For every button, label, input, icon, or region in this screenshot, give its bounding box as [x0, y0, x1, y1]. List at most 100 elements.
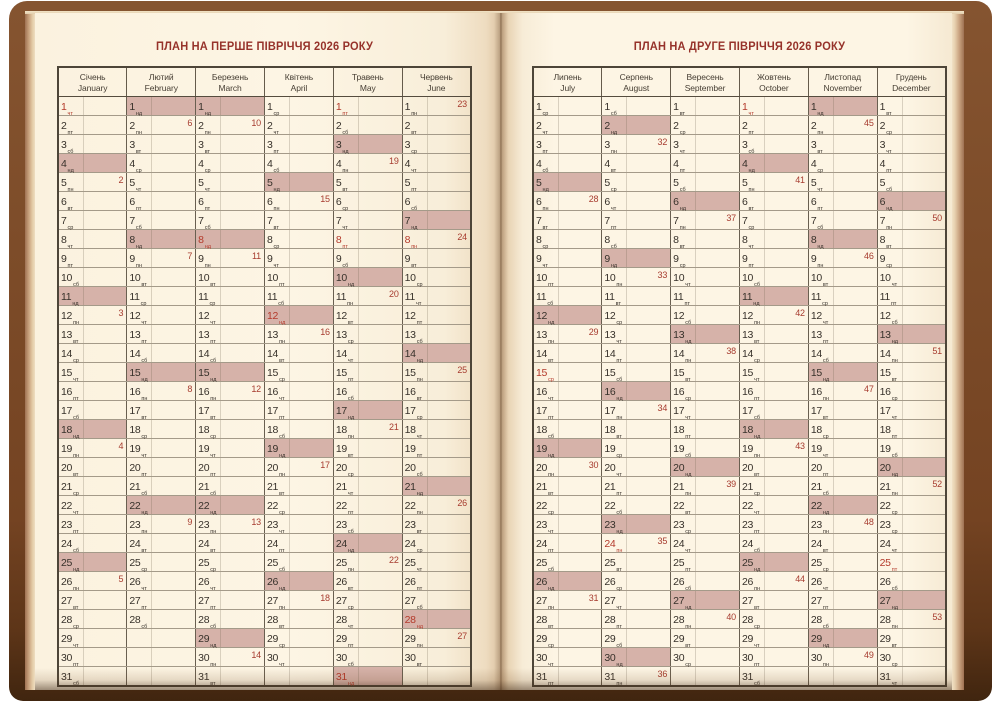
day-number: 11: [536, 291, 547, 303]
day-cell: 30чт: [532, 647, 603, 668]
day-cell: 2вт: [401, 115, 472, 136]
day-cell: 28сб: [195, 609, 265, 630]
day-cell: 26нд: [532, 571, 603, 592]
day-number: 25: [536, 557, 548, 569]
day-cell: 21сб: [195, 476, 265, 497]
day-cell: 11вт: [601, 286, 672, 307]
weekday-abbr: нд: [754, 566, 761, 573]
weekday-abbr: сб: [141, 490, 148, 497]
weekday-abbr: вт: [817, 148, 823, 155]
weekday-abbr: пн: [748, 186, 755, 193]
day-number: 7: [673, 215, 679, 227]
week-number: 31: [588, 593, 599, 603]
day-number: 5: [404, 177, 411, 189]
month-header-december: Грудень December: [876, 66, 947, 97]
weekday-abbr: сб: [548, 433, 554, 440]
day-cell: 14пн 38: [670, 343, 740, 364]
empty-day-cell: [126, 647, 197, 667]
day-number: 29: [879, 633, 891, 645]
weekday-abbr: чт: [748, 110, 754, 117]
calendar-row: 24сб 24вт 24вт 24пт 24нд 24ср: [57, 533, 472, 554]
calendar-row: 4нд 4ср 4ср 4сб 4пн 19 4чт: [57, 153, 472, 174]
day-cell: 11нд: [738, 286, 809, 307]
day-cell: 3вт: [195, 134, 265, 155]
day-number: 23: [604, 519, 616, 531]
weekday-abbr: чт: [817, 186, 823, 193]
day-cell: 5пн 41: [738, 172, 809, 193]
day-cell: 16вт: [401, 381, 472, 402]
weekday-abbr: сб: [141, 357, 148, 364]
day-number: 23: [404, 519, 416, 531]
day-cell: 22пн 26: [401, 495, 472, 516]
weekday-abbr: нд: [891, 338, 898, 345]
day-cell: 25нд: [738, 552, 809, 573]
day-number: 28: [879, 614, 891, 626]
day-number: 14: [810, 348, 822, 360]
day-cell: 19чт: [195, 438, 265, 459]
weekday-abbr: сб: [610, 243, 617, 250]
weekday-abbr: вт: [210, 547, 216, 554]
day-number: 12: [879, 310, 891, 322]
day-number: 29: [266, 633, 279, 645]
calendar-row: 8чт 8нд 8нд 8ср 8пт 8пн 24: [57, 229, 472, 250]
day-number: 3: [673, 139, 679, 151]
day-cell: 9пт: [738, 248, 809, 269]
day-number: 17: [404, 405, 416, 417]
day-number: 15: [810, 367, 822, 379]
day-number: 18: [673, 424, 685, 436]
day-number: 8: [810, 234, 817, 246]
weekday-abbr: вт: [616, 433, 622, 440]
day-cell: 1чт: [738, 96, 809, 117]
weekday-abbr: чт: [685, 547, 691, 554]
calendar-row: 19нд 19ср 19сб 19пн 43 19чт 19сб: [532, 438, 947, 459]
day-cell: 26чт: [126, 571, 197, 592]
day-number: 6: [404, 196, 411, 208]
left-page: ПЛАН НА ПЕРШЕ ПІВРІЧЧЯ 2026 РОКУ Січень J…: [35, 13, 500, 690]
day-number: 23: [266, 519, 279, 531]
weekday-abbr: пт: [67, 262, 74, 269]
week-number: 14: [251, 650, 261, 660]
day-cell: 3пн 32: [601, 134, 672, 155]
month-header-february: Лютий February: [126, 66, 197, 97]
weekday-abbr: чт: [347, 623, 354, 630]
day-number: 1: [61, 101, 67, 113]
day-number: 25: [198, 557, 210, 569]
day-number: 2: [404, 120, 411, 132]
weekday-abbr: пн: [616, 414, 623, 421]
weekday-abbr: ср: [679, 129, 686, 136]
weekday-abbr: пт: [679, 167, 686, 174]
calendar-row: 15чт 15нд 15нд 15ср 15пт 15пн 25: [57, 362, 472, 383]
month-name-uk: Червень: [419, 72, 453, 82]
week-number: 40: [726, 612, 736, 622]
weekday-abbr: нд: [416, 623, 423, 630]
weekday-abbr: ср: [416, 547, 423, 554]
day-number: 22: [198, 500, 210, 512]
day-cell: 23чт: [532, 514, 603, 535]
day-number: 27: [536, 595, 548, 607]
day-cell: 3чт: [876, 134, 947, 155]
day-cell: 10вт: [126, 267, 197, 288]
day-number: 25: [266, 557, 279, 569]
day-number: 4: [879, 158, 886, 170]
day-number: 27: [198, 595, 210, 607]
calendar-row: 26пн 5 26чт 26чт 26нд 26вт 26пт: [57, 571, 472, 592]
day-number: 26: [198, 576, 210, 588]
calendar-row: 26нд 26ср 26сб 26пн 44 26чт 26сб: [532, 571, 947, 592]
week-number: 50: [932, 213, 942, 223]
day-cell: 20пт: [195, 457, 265, 478]
day-number: 1: [673, 101, 679, 113]
day-number: 3: [129, 139, 135, 151]
day-cell: 19ср: [601, 438, 672, 459]
day-number: 3: [335, 139, 342, 151]
weekday-abbr: нд: [822, 376, 830, 383]
weekday-abbr: пт: [411, 186, 417, 193]
day-number: 1: [604, 101, 610, 113]
weekday-abbr: пт: [684, 300, 690, 307]
day-cell: 31пт: [532, 666, 603, 687]
calendar-row: 25нд 25ср 25ср 25сб 25пн 22 25чт: [57, 552, 472, 573]
day-cell: 13нд: [670, 324, 740, 345]
weekday-abbr: вт: [748, 205, 754, 212]
day-cell: 2пн 45: [807, 115, 878, 136]
day-cell: 5сб: [876, 172, 947, 193]
weekday-abbr: ср: [679, 262, 686, 269]
